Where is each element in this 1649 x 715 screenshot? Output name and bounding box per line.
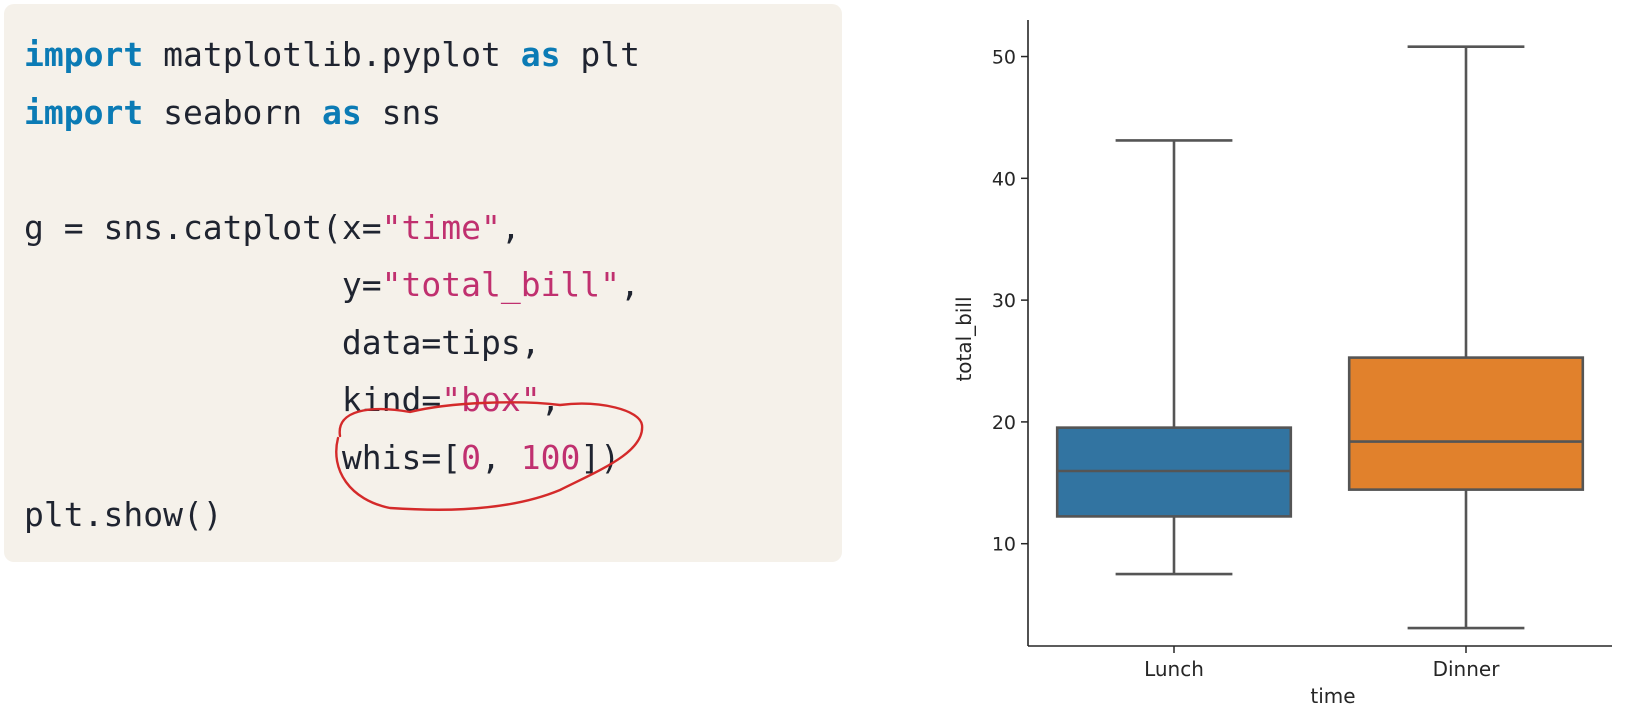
code-keyword: as [322,92,362,132]
x-axis-label: time [1310,684,1355,708]
code-keyword: import [24,35,144,74]
code-text: plt.show() [24,495,223,534]
y-tick-label: 50 [992,47,1016,69]
code-text: seaborn [143,92,323,132]
boxes [1055,45,1585,630]
code-line: data=tips, [24,323,541,362]
code-text: g = sns.catplot(x= [24,207,382,247]
y-tick-label: 10 [992,534,1016,556]
box-dinner [1347,45,1585,630]
code-line: import seaborn as sns [24,93,441,132]
code-literal: "time" [381,207,501,247]
y-axis: 10 20 30 40 50 [992,20,1029,646]
box-body [1347,356,1585,491]
y-axis-label: total_bill [952,296,976,381]
code-literal: "total_bill" [381,265,621,304]
code-line: g = sns.catplot(x="time", [24,208,521,247]
y-tick-label: 40 [992,168,1016,190]
code-text: plt [560,35,640,74]
code-text: sns [361,92,442,132]
code-text: data=tips, [24,322,541,362]
code-line: y="total_bill", [24,265,640,304]
code-line: plt.show() [24,495,223,534]
y-tick-label: 20 [992,412,1016,434]
code-text: , [620,265,640,304]
code-keyword: as [520,35,561,74]
code-text: y= [24,265,382,304]
code-keyword: import [24,92,144,132]
x-tick-label: Dinner [1433,657,1501,681]
x-tick-label: Lunch [1144,657,1204,681]
code-text: , [500,207,521,247]
y-tick-label: 30 [992,290,1016,312]
code-line: import matplotlib.pyplot as plt [24,35,640,74]
box-lunch [1055,139,1293,576]
code-text: matplotlib.pyplot [143,35,521,74]
x-axis: Lunch Dinner [1028,645,1612,681]
